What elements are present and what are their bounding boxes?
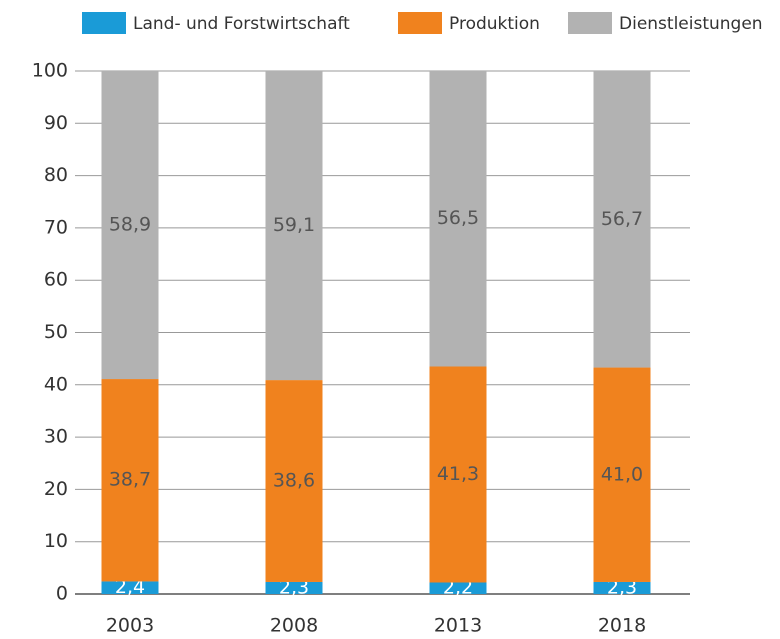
data-label: 58,9: [109, 214, 151, 236]
data-label: 41,0: [601, 463, 643, 485]
y-tick-label: 40: [44, 373, 68, 395]
y-tick-label: 90: [44, 112, 68, 134]
data-label: 38,6: [273, 470, 315, 492]
data-label: 2,3: [607, 576, 637, 598]
legend-swatch: [82, 12, 126, 34]
y-tick-label: 50: [44, 321, 68, 343]
x-tick-label: 2018: [598, 615, 646, 637]
x-tick-label: 2013: [434, 615, 482, 637]
y-tick-label: 80: [44, 164, 68, 186]
legend-label: Land- und Forstwirtschaft: [133, 14, 350, 34]
data-label: 56,5: [437, 207, 479, 229]
bar-segment: [593, 367, 651, 582]
data-label: 59,1: [273, 214, 315, 236]
legend-label: Dienstleistungen: [619, 14, 763, 34]
bar-segment: [593, 71, 651, 368]
bar-segment: [429, 366, 487, 583]
y-tick-label: 60: [44, 269, 68, 291]
y-tick-label: 70: [44, 216, 68, 238]
legend-label: Produktion: [449, 14, 540, 34]
bar-segment: [265, 71, 323, 381]
bar-segment: [593, 581, 651, 594]
bar-segment: [265, 581, 323, 594]
bar-segment: [265, 380, 323, 582]
bar-segment: [101, 379, 159, 582]
bar-segment: [429, 71, 487, 367]
data-label: 2,3: [279, 576, 309, 598]
bar-segment: [101, 581, 159, 594]
bar-segment: [429, 582, 487, 594]
y-tick-label: 30: [44, 426, 68, 448]
bar-segment: [101, 71, 159, 380]
data-label: 41,3: [437, 463, 479, 485]
legend-swatch: [568, 12, 612, 34]
data-label: 56,7: [601, 208, 643, 230]
data-label: 2,4: [115, 576, 145, 598]
legend-swatch: [398, 12, 442, 34]
y-tick-label: 20: [44, 478, 68, 500]
x-tick-label: 2003: [106, 615, 154, 637]
data-label: 38,7: [109, 469, 151, 491]
y-tick-label: 10: [44, 530, 68, 552]
y-tick-label: 0: [56, 583, 68, 605]
x-tick-label: 2008: [270, 615, 318, 637]
y-tick-label: 100: [32, 60, 68, 82]
